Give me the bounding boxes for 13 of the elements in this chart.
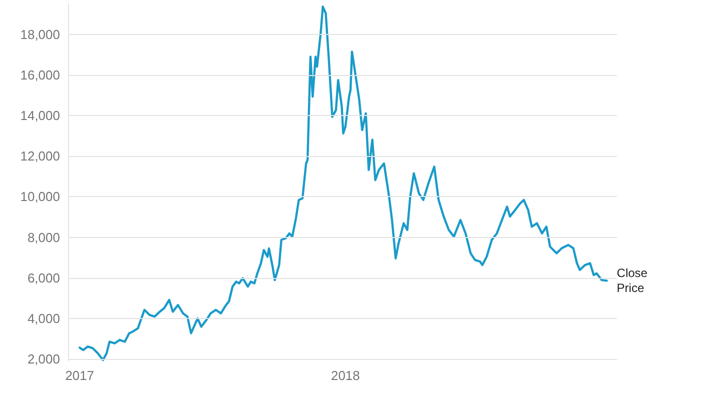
y-tick-label: 18,000 xyxy=(20,26,60,42)
y-tick-label: 16,000 xyxy=(20,67,60,82)
y-tick-label: 6,000 xyxy=(27,270,60,286)
y-tick-label: 8,000 xyxy=(27,230,60,245)
y-tick-label: 10,000 xyxy=(20,189,60,204)
y-tick-label: 12,000 xyxy=(20,148,60,164)
line-series xyxy=(78,6,608,362)
y-tick-label: 14,000 xyxy=(20,108,60,124)
series-label: Close Price xyxy=(616,266,648,296)
y-tick-label: 4,000 xyxy=(27,310,60,326)
y-tick-label: 2,000 xyxy=(27,351,60,366)
x-tick-label: 2018 xyxy=(330,368,360,383)
x-tick-label: 2017 xyxy=(65,368,94,383)
